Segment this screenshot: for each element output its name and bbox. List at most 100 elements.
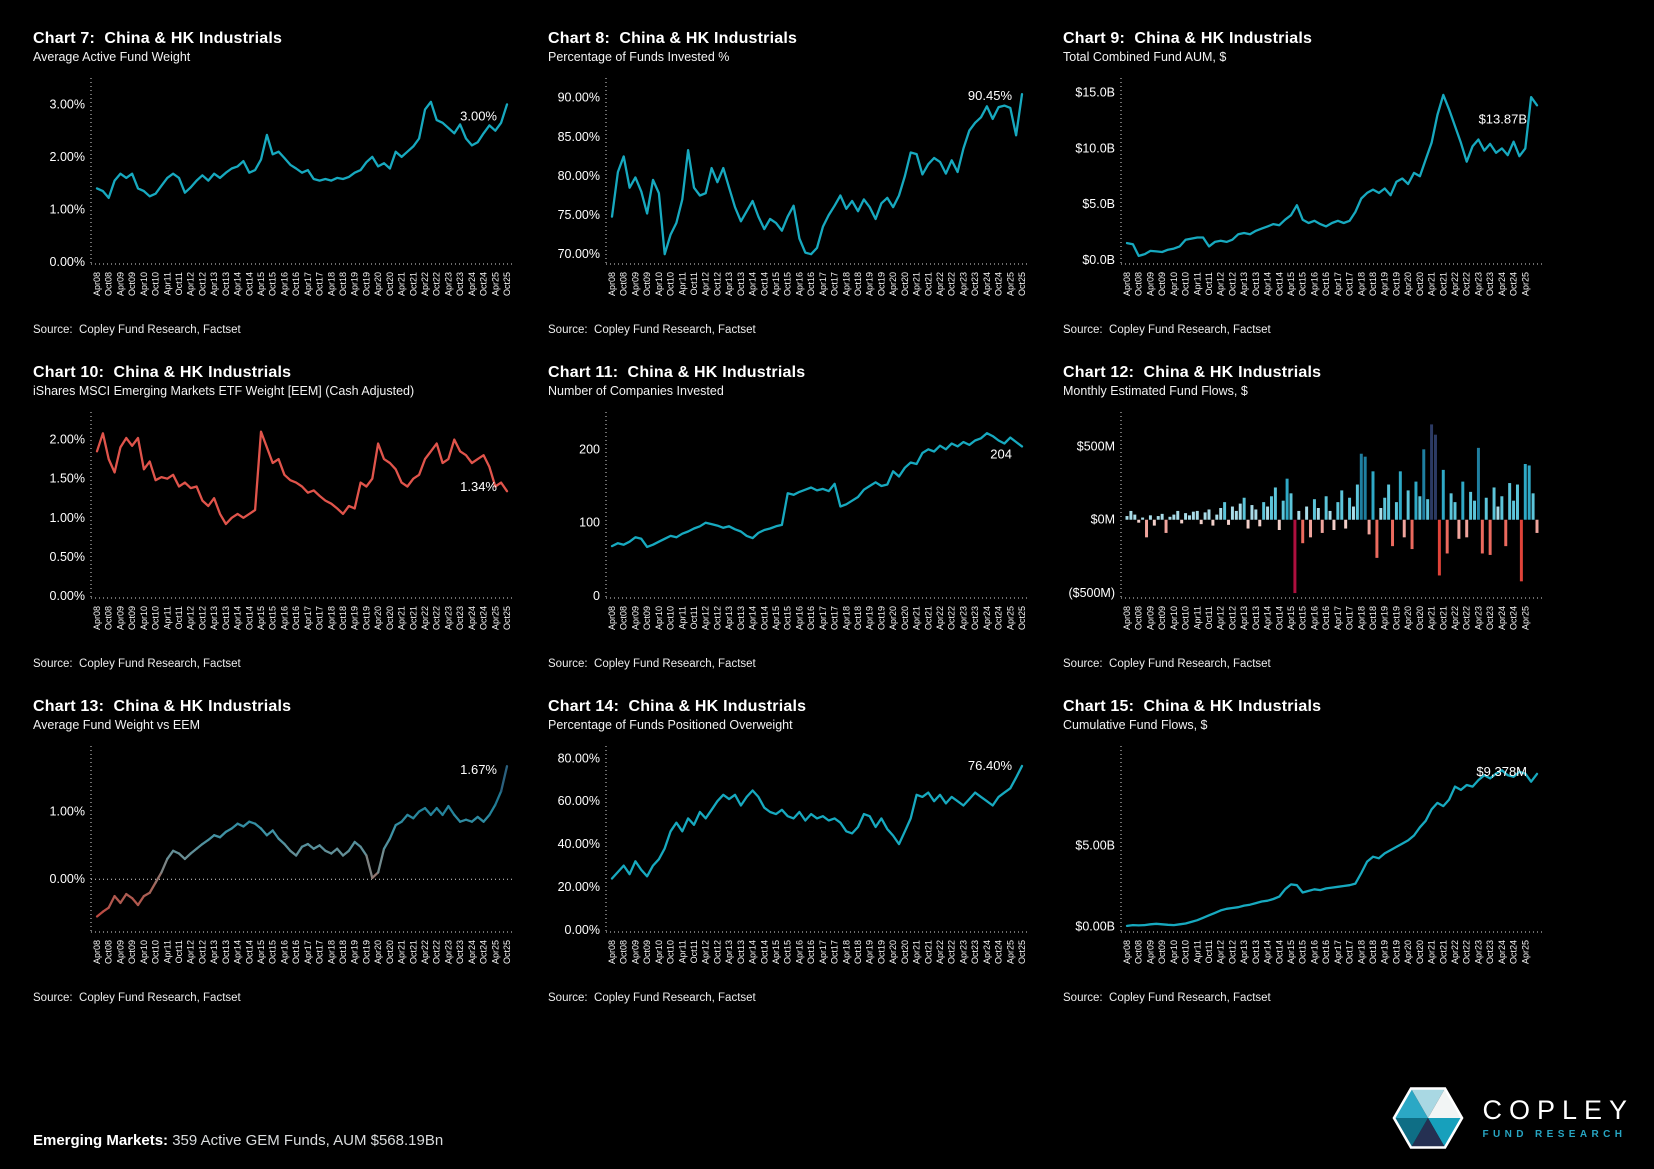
svg-text:Apr14: Apr14 bbox=[233, 940, 243, 964]
svg-text:Oct09: Oct09 bbox=[642, 606, 652, 630]
svg-text:Apr11: Apr11 bbox=[677, 272, 687, 295]
svg-text:Oct11: Oct11 bbox=[174, 606, 184, 629]
svg-text:Apr21: Apr21 bbox=[912, 272, 922, 296]
svg-text:Apr08: Apr08 bbox=[607, 272, 617, 296]
svg-text:Oct17: Oct17 bbox=[830, 606, 840, 630]
svg-text:Apr10: Apr10 bbox=[654, 272, 664, 296]
svg-text:Apr13: Apr13 bbox=[724, 940, 734, 964]
svg-text:Apr19: Apr19 bbox=[350, 940, 360, 964]
chart-title: Chart 9: China & HK Industrials bbox=[1063, 30, 1313, 47]
svg-text:Apr23: Apr23 bbox=[958, 606, 968, 630]
svg-text:Apr17: Apr17 bbox=[1333, 940, 1343, 964]
svg-text:Oct11: Oct11 bbox=[174, 940, 184, 963]
svg-text:Oct20: Oct20 bbox=[385, 272, 395, 296]
svg-text:Oct19: Oct19 bbox=[876, 606, 886, 630]
svg-text:Oct16: Oct16 bbox=[291, 940, 301, 964]
svg-text:Oct11: Oct11 bbox=[1204, 272, 1214, 295]
svg-text:Oct23: Oct23 bbox=[970, 940, 980, 964]
svg-text:Oct16: Oct16 bbox=[1321, 272, 1331, 296]
svg-text:Oct14: Oct14 bbox=[759, 606, 769, 630]
svg-text:Apr20: Apr20 bbox=[373, 606, 383, 630]
chart-source: Source: Copley Fund Research, Factset bbox=[548, 324, 756, 336]
chart-subtitle: Total Combined Fund AUM, $ bbox=[1063, 50, 1227, 64]
svg-text:Apr20: Apr20 bbox=[1403, 272, 1413, 296]
svg-text:Apr19: Apr19 bbox=[350, 272, 360, 296]
svg-text:Apr09: Apr09 bbox=[630, 272, 640, 296]
svg-text:Apr13: Apr13 bbox=[209, 272, 219, 296]
svg-text:Oct08: Oct08 bbox=[1134, 272, 1144, 296]
svg-text:Apr11: Apr11 bbox=[1192, 272, 1202, 295]
svg-text:Apr25: Apr25 bbox=[490, 940, 500, 964]
svg-text:Oct13: Oct13 bbox=[736, 940, 746, 964]
chart-canvas: 0.00% 1.00% 2.00% 3.00% Apr08 Oct08 Apr09 Oct09… bbox=[50, 78, 513, 296]
svg-text:Oct14: Oct14 bbox=[1274, 272, 1284, 296]
svg-text:Oct17: Oct17 bbox=[315, 940, 325, 964]
svg-text:Oct22: Oct22 bbox=[432, 940, 442, 964]
svg-text:Oct15: Oct15 bbox=[1298, 272, 1308, 296]
svg-text:$0M: $0M bbox=[1091, 513, 1115, 527]
svg-text:Apr25: Apr25 bbox=[1520, 272, 1530, 296]
svg-text:Oct22: Oct22 bbox=[1462, 606, 1472, 630]
svg-text:Oct22: Oct22 bbox=[432, 272, 442, 296]
svg-text:Apr24: Apr24 bbox=[982, 606, 992, 630]
svg-text:Apr19: Apr19 bbox=[865, 606, 875, 630]
svg-text:Apr22: Apr22 bbox=[935, 940, 945, 964]
svg-text:Oct15: Oct15 bbox=[268, 272, 278, 296]
svg-text:Oct21: Oct21 bbox=[408, 940, 418, 964]
svg-text:$10.0B: $10.0B bbox=[1075, 141, 1115, 155]
svg-text:Oct08: Oct08 bbox=[619, 272, 629, 296]
svg-text:Oct21: Oct21 bbox=[1438, 940, 1448, 964]
svg-text:Apr08: Apr08 bbox=[607, 940, 617, 964]
chart-subtitle: Monthly Estimated Fund Flows, $ bbox=[1063, 384, 1248, 398]
svg-text:2.00%: 2.00% bbox=[50, 150, 85, 164]
svg-text:75.00%: 75.00% bbox=[558, 208, 600, 222]
svg-text:Apr19: Apr19 bbox=[350, 606, 360, 630]
svg-text:$0.00B: $0.00B bbox=[1075, 920, 1115, 934]
svg-text:Apr09: Apr09 bbox=[115, 940, 125, 964]
svg-text:Oct20: Oct20 bbox=[385, 940, 395, 964]
svg-text:60.00%: 60.00% bbox=[558, 794, 600, 808]
chart-source: Source: Copley Fund Research, Factset bbox=[548, 658, 756, 670]
svg-text:Apr10: Apr10 bbox=[1169, 606, 1179, 630]
chart-subtitle: iShares MSCI Emerging Markets ETF Weight… bbox=[33, 384, 415, 398]
svg-text:Apr15: Apr15 bbox=[771, 272, 781, 296]
svg-text:Oct13: Oct13 bbox=[1251, 606, 1261, 630]
svg-text:Oct10: Oct10 bbox=[1181, 940, 1191, 964]
svg-text:70.00%: 70.00% bbox=[558, 247, 600, 261]
chart-source: Source: Copley Fund Research, Factset bbox=[1063, 324, 1271, 336]
svg-text:Apr11: Apr11 bbox=[162, 606, 172, 629]
copley-logo-title: COPLEY bbox=[1482, 1094, 1634, 1125]
svg-text:Oct24: Oct24 bbox=[479, 272, 489, 296]
svg-text:Oct24: Oct24 bbox=[994, 940, 1004, 964]
svg-text:Oct19: Oct19 bbox=[1391, 272, 1401, 296]
svg-text:Apr23: Apr23 bbox=[1473, 272, 1483, 296]
svg-text:Apr14: Apr14 bbox=[233, 272, 243, 296]
svg-text:Oct21: Oct21 bbox=[408, 606, 418, 630]
svg-text:Apr22: Apr22 bbox=[1450, 272, 1460, 296]
svg-text:80.00%: 80.00% bbox=[558, 751, 600, 765]
svg-text:Oct20: Oct20 bbox=[900, 272, 910, 296]
svg-text:1.34%: 1.34% bbox=[460, 479, 497, 494]
svg-text:Oct17: Oct17 bbox=[315, 272, 325, 296]
svg-text:Apr08: Apr08 bbox=[92, 606, 102, 630]
svg-text:Apr24: Apr24 bbox=[982, 940, 992, 964]
svg-text:Oct14: Oct14 bbox=[759, 940, 769, 964]
svg-text:Apr24: Apr24 bbox=[467, 940, 477, 964]
svg-text:Oct18: Oct18 bbox=[1368, 606, 1378, 630]
svg-text:$500M: $500M bbox=[1077, 439, 1115, 453]
svg-text:Apr11: Apr11 bbox=[677, 940, 687, 963]
chart-title: Chart 7: China & HK Industrials bbox=[33, 30, 283, 47]
svg-text:Apr09: Apr09 bbox=[115, 272, 125, 296]
svg-text:20.00%: 20.00% bbox=[558, 880, 600, 894]
svg-text:Oct19: Oct19 bbox=[361, 606, 371, 630]
svg-text:Oct19: Oct19 bbox=[361, 940, 371, 964]
svg-text:Apr19: Apr19 bbox=[1380, 940, 1390, 964]
svg-text:Apr10: Apr10 bbox=[139, 606, 149, 630]
svg-text:Oct23: Oct23 bbox=[1485, 272, 1495, 296]
svg-text:Oct12: Oct12 bbox=[1227, 606, 1237, 630]
svg-text:Oct10: Oct10 bbox=[151, 606, 161, 630]
svg-text:Oct22: Oct22 bbox=[947, 606, 957, 630]
svg-text:Oct16: Oct16 bbox=[1321, 940, 1331, 964]
panel-chart-11: Chart 11: China & HK Industrials Number … bbox=[548, 364, 1063, 698]
